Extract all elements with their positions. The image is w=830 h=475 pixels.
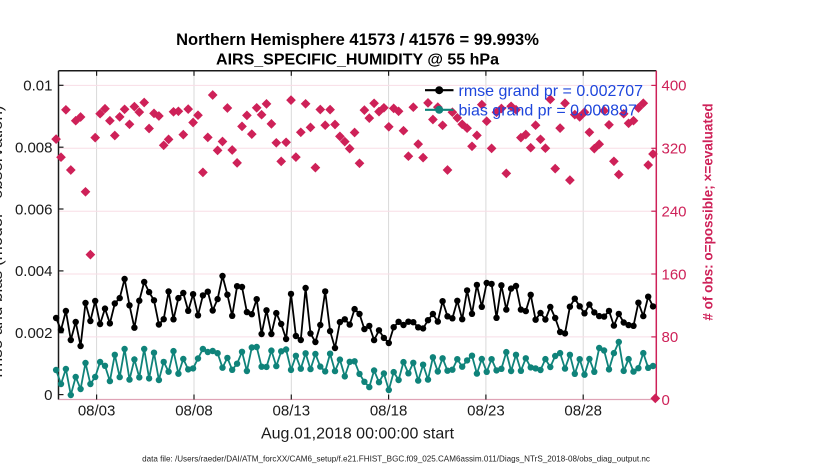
svg-text:Northern Hemisphere 41573 / 41: Northern Hemisphere 41573 / 41576 = 99.9… [176,31,539,49]
svg-text:0.006: 0.006 [15,201,53,218]
svg-text:240: 240 [662,204,687,221]
svg-text:08/08: 08/08 [175,403,213,420]
svg-text:160: 160 [662,266,687,283]
svg-text:0: 0 [44,387,52,404]
svg-text:Aug.01,2018 00:00:00 start: Aug.01,2018 00:00:00 start [261,426,455,443]
svg-text:# of obs: o=possible; ×=evalua: # of obs: o=possible; ×=evaluated [701,103,716,320]
svg-text:AIRS_SPECIFIC_HUMIDITY @ 55 hP: AIRS_SPECIFIC_HUMIDITY @ 55 hPa [216,52,499,69]
svg-text:08/28: 08/28 [564,403,602,420]
svg-text:rmse and bias (model - observa: rmse and bias (model - observation) [0,105,6,377]
svg-text:data file: /Users/raeder/DAI/A: data file: /Users/raeder/DAI/ATM_forcXX/… [142,455,650,464]
svg-text:0.01: 0.01 [23,78,52,95]
svg-text:0.008: 0.008 [15,140,53,157]
svg-text:0.002: 0.002 [15,325,53,342]
svg-text:08/23: 08/23 [467,403,505,420]
svg-text:320: 320 [662,141,687,158]
svg-text:08/13: 08/13 [273,403,311,420]
svg-text:400: 400 [662,78,687,95]
svg-text:80: 80 [662,329,679,346]
svg-text:0.004: 0.004 [15,263,53,280]
svg-text:bias grand pr = 0.000897: bias grand pr = 0.000897 [459,102,637,119]
svg-text:08/03: 08/03 [78,403,116,420]
svg-text:rmse grand pr = 0.002707: rmse grand pr = 0.002707 [459,83,644,100]
svg-text:0: 0 [662,392,670,409]
svg-text:08/18: 08/18 [370,403,408,420]
